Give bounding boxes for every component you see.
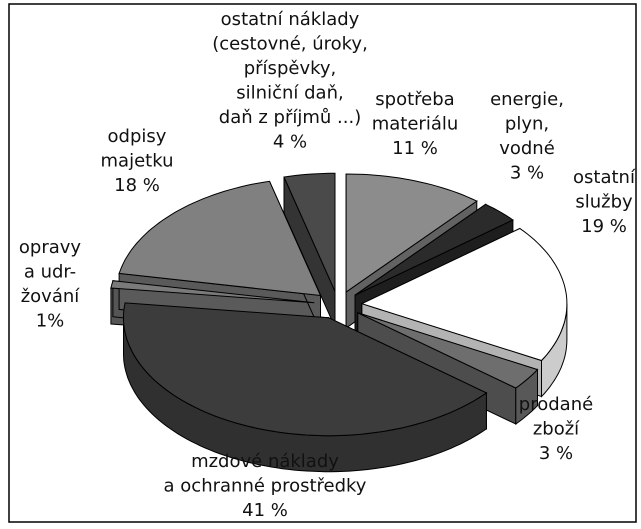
slice-label: žování (21, 286, 81, 307)
slice-label: spotřeba (375, 89, 454, 110)
value-label: 19 % (581, 216, 627, 237)
slice-label: příspěvky, (244, 58, 337, 79)
value-label: 3 % (539, 443, 573, 464)
slice (360, 227, 568, 362)
slice-label: majetku (101, 151, 174, 172)
slice (354, 203, 514, 296)
slice-label: vodné (499, 138, 555, 159)
value-label: 11 % (392, 138, 438, 159)
slice-label: a ochranné prostředky (164, 476, 367, 497)
slice-label: materiálu (372, 114, 459, 135)
slice-label: prodané (519, 394, 593, 415)
slice (357, 312, 539, 389)
slice (283, 172, 336, 292)
slice-label: energie, (490, 89, 564, 110)
slice (123, 302, 488, 437)
slice (118, 180, 322, 297)
slice-label: odpisy (108, 126, 167, 147)
slice-label: ostatní náklady (221, 9, 360, 30)
slice-label: služby (575, 192, 633, 213)
value-label: 4 % (273, 132, 307, 153)
slice-label: zboží (533, 419, 580, 440)
slice-label: opravy (19, 237, 82, 258)
slice-label: mzdové náklady (191, 451, 339, 472)
slice (110, 280, 315, 304)
slice-label: daň z příjmů ...) (219, 107, 361, 128)
slice-label: plyn, (505, 114, 549, 135)
slice-label: (cestovné, úroky, (212, 34, 368, 55)
value-label: 18 % (114, 175, 160, 196)
slice-label: silniční daň, (236, 83, 343, 104)
value-label: 1% (36, 311, 65, 332)
slice (345, 173, 478, 293)
frame (8, 3, 637, 523)
value-label: 3 % (510, 163, 544, 184)
value-label: 41 % (242, 500, 288, 521)
slice-label: ostatní (573, 167, 636, 188)
slice-label: a udr- (24, 262, 76, 283)
